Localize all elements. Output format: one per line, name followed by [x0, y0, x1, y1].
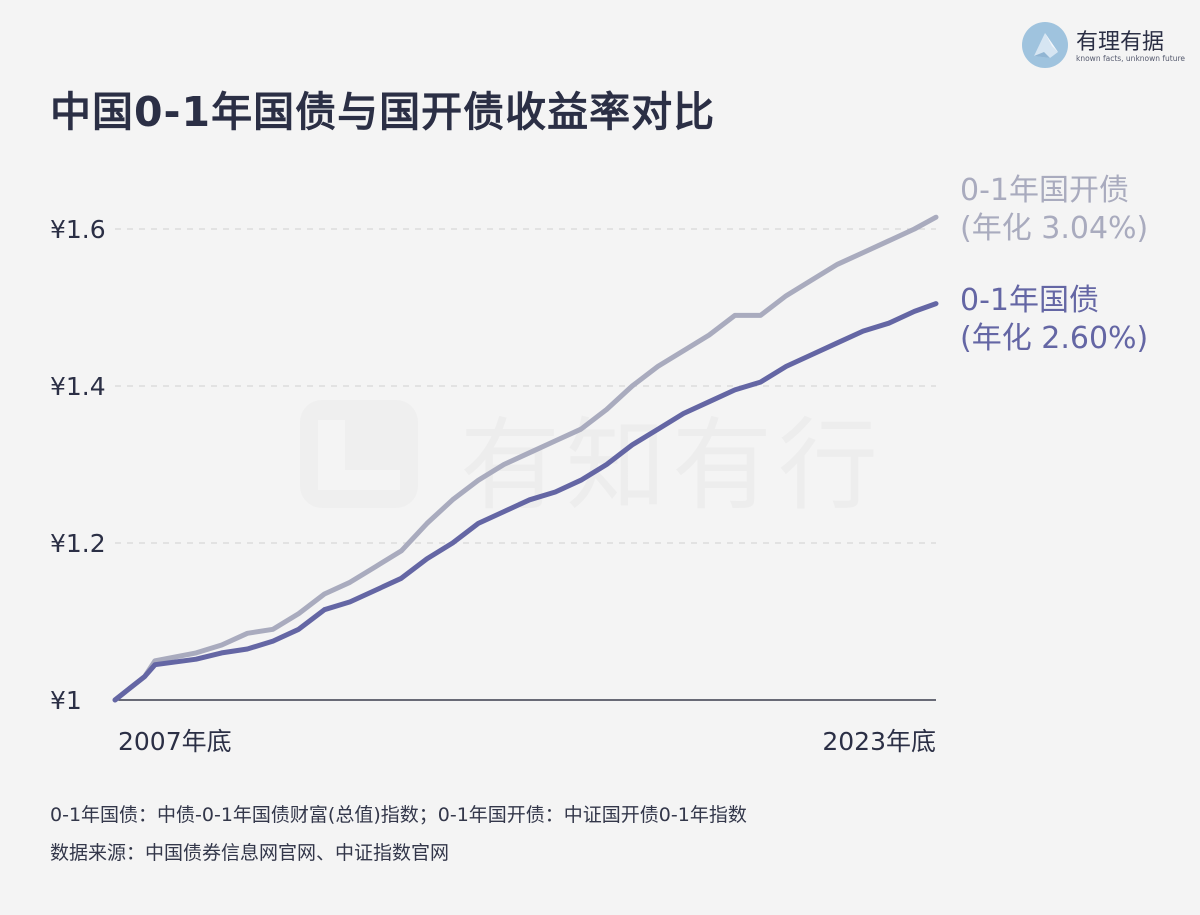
series-line-gov-bond	[112, 301, 939, 703]
legend-cdb-bond-rate: (年化 3.04%)	[960, 211, 1149, 246]
glass-prism-icon	[1022, 22, 1068, 68]
x-tick-start: 2007年底	[118, 727, 232, 756]
x-tick-end: 2023年底	[822, 727, 936, 756]
y-axis: ¥1 ¥1.2 ¥1.4 ¥1.6	[50, 215, 106, 715]
footnote-source: 数据来源：中国债券信息网官网、中证指数官网	[50, 842, 450, 864]
series-lines	[112, 214, 939, 703]
legend-gov-bond-rate: (年化 2.60%)	[960, 321, 1149, 356]
y-tick-label: ¥1.6	[50, 215, 106, 244]
y-tick-label: ¥1.4	[50, 372, 106, 401]
legend-gov-bond-name: 0-1年国债	[960, 283, 1099, 318]
footnote-definition: 0-1年国债：中债-0-1年国债财富(总值)指数；0-1年国开债：中证国开债0-…	[50, 804, 747, 826]
legend-gov-bond: 0-1年国债 (年化 2.60%)	[960, 282, 1148, 358]
legend-cdb-bond: 0-1年国开债 (年化 3.04%)	[960, 172, 1148, 248]
brand-mark-icon	[300, 400, 418, 508]
brand: 有理有据 known facts, unknown future	[1022, 22, 1186, 72]
y-tick-label: ¥1	[50, 686, 82, 715]
watermark: 有知有行	[300, 400, 884, 524]
brand-name: 有理有据	[1076, 30, 1165, 55]
grid-lines	[115, 228, 936, 544]
series-line-cdb-bond	[112, 214, 939, 703]
watermark-text: 有知有行	[460, 407, 884, 524]
page-title: 中国0-1年国债与国开债收益率对比	[50, 88, 716, 136]
y-tick-label: ¥1.2	[50, 529, 106, 558]
brand-tagline: known facts, unknown future	[1076, 54, 1186, 63]
legend-cdb-bond-name: 0-1年国开债	[960, 173, 1129, 208]
